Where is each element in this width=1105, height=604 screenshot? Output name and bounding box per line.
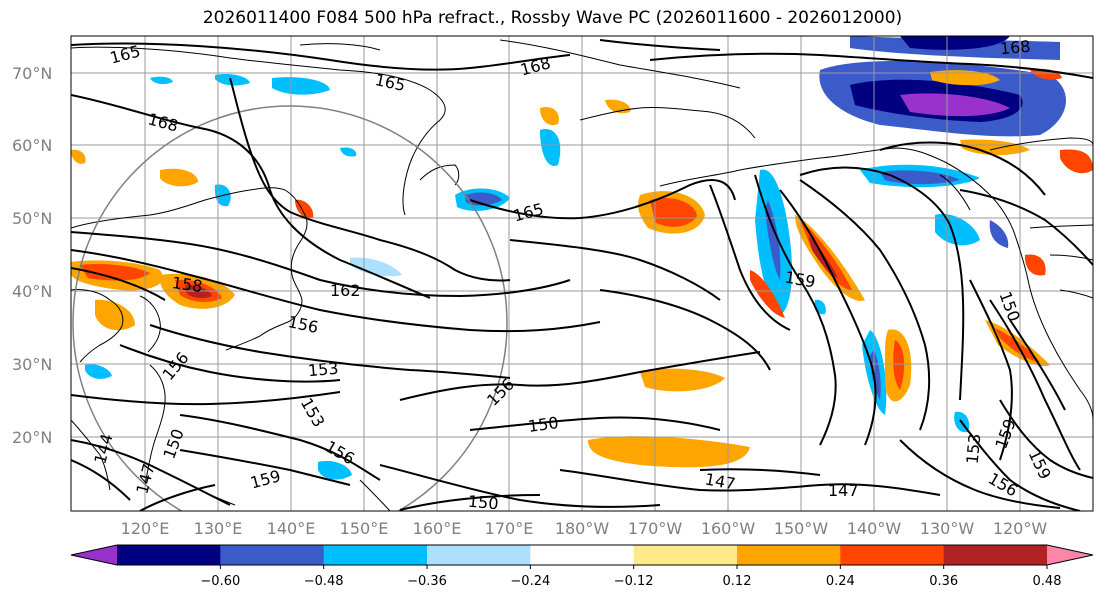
shade-negative-top-core	[900, 36, 1010, 50]
contour-lines	[71, 39, 1093, 511]
coastlines	[71, 39, 1093, 511]
colorbar-ticks: −0.60 −0.48 −0.36 −0.24 −0.12 0.12 0.24 0.36 0.4…	[200, 565, 1062, 589]
colorbar-segment	[117, 545, 221, 565]
colorbar-tick-label: −0.36	[407, 574, 447, 589]
lon-label: 170°E	[485, 519, 534, 538]
contour-label: 159	[1025, 447, 1055, 483]
shade-negative-2	[540, 129, 561, 166]
colorbar-tick-label: 0.12	[723, 574, 752, 589]
shade-positive-6	[71, 149, 86, 164]
lat-label: 20°N	[12, 428, 52, 447]
contour-label: 158	[171, 273, 204, 296]
shade-positive-sub	[588, 436, 750, 468]
contour-label: 168	[146, 109, 180, 135]
shade-positive-2	[540, 106, 559, 126]
colorbar-tick-label: −0.24	[510, 574, 550, 589]
contour-label: 147	[132, 462, 158, 496]
lon-label: 130°W	[920, 519, 975, 538]
lon-label: 170°W	[628, 519, 683, 538]
contour-label: 168	[518, 53, 552, 79]
shade-negative-1	[272, 77, 330, 95]
lon-label: 150°E	[340, 519, 389, 538]
colorbar-tick-label: 0.48	[1033, 574, 1062, 589]
contour-label: 165	[108, 41, 142, 67]
shade-positive-sub2	[640, 368, 725, 392]
shade-positive-korea	[95, 299, 135, 331]
map-frame	[70, 35, 1094, 512]
shade-negative-7	[215, 73, 250, 86]
colorbar-segment	[530, 545, 635, 565]
contour-label: 165	[373, 70, 407, 95]
lat-label: 50°N	[12, 209, 52, 228]
contour-label: 150	[467, 492, 499, 514]
shade-negative-6	[85, 364, 112, 379]
shade-negative-4	[350, 257, 402, 277]
colorbar-segment	[633, 545, 738, 565]
shade-negative-9	[150, 76, 173, 85]
shade-negative-ne-purple	[900, 93, 1010, 117]
contour-label: 162	[330, 281, 361, 300]
lon-label: 180°W	[555, 519, 610, 538]
shade-positive-mid-core	[650, 197, 697, 227]
contour-label: 156	[483, 375, 518, 410]
colorbar-tick-label: 0.36	[929, 574, 958, 589]
colorbar-segment	[840, 545, 945, 565]
shade-negative-south-core	[870, 350, 881, 400]
shade-negative-11	[340, 147, 357, 157]
map-panel: 165 168 165 168 168 165 158 162 156 156 …	[71, 36, 1093, 514]
lat-label: 30°N	[12, 355, 52, 374]
contour-label: 150	[527, 413, 560, 436]
lon-label: 140°E	[267, 519, 316, 538]
lon-label: 150°W	[774, 519, 829, 538]
colorbar-extend-low	[71, 545, 117, 565]
lon-label: 120°E	[121, 519, 170, 538]
shade-positive-ne2	[960, 139, 1030, 156]
contour-label: 165	[511, 199, 545, 225]
map-title: 2026011400 F084 500 hPa refract., Rossby…	[202, 8, 903, 28]
colorbar-outline	[70, 544, 1094, 566]
lat-label: 40°N	[12, 282, 52, 301]
lon-label: 160°E	[413, 519, 462, 538]
colorbar-tick-label: 0.24	[826, 574, 855, 589]
colorbar-segment	[427, 545, 531, 565]
contour-label: 159	[991, 416, 1019, 451]
shade-positive-4	[1024, 254, 1046, 276]
shade-positive-south-core	[893, 340, 905, 390]
shade-positive-1	[160, 168, 198, 187]
colorbar-segment	[943, 545, 1048, 565]
lon-label: 140°W	[847, 519, 902, 538]
shade-positive-west-trough	[750, 270, 785, 318]
contour-label: 153	[307, 359, 339, 381]
range-circle	[72, 105, 508, 511]
colorbar-tick-label: −0.12	[614, 574, 654, 589]
colorbar-segment	[737, 545, 841, 565]
contour-label: 153	[297, 395, 329, 431]
contour-label: 153	[963, 433, 985, 465]
contour-label: 147	[828, 481, 859, 500]
shade-negative-ne2	[935, 213, 980, 246]
colorbar-extend-high	[1047, 545, 1093, 565]
lon-label: 130°E	[194, 519, 243, 538]
shade-positive-asia-core	[80, 263, 150, 281]
lon-label: 160°W	[701, 519, 756, 538]
shade-negative-5	[318, 460, 352, 480]
shade-positive-ne3	[1060, 149, 1093, 174]
contour-label: 156	[158, 348, 192, 384]
colorbar-tick-label: −0.48	[304, 574, 344, 589]
contour-label: 168	[999, 37, 1031, 59]
colorbar-segments	[117, 545, 1048, 565]
latitude-labels: 70°N 60°N 50°N 40°N 30°N 20°N	[12, 64, 52, 447]
shade-negative-ne3	[989, 220, 1009, 248]
contour-label: 159	[248, 466, 282, 492]
colorbar: −0.60 −0.48 −0.36 −0.24 −0.12 0.12 0.24 0.36 0.4…	[70, 544, 1094, 589]
longitude-labels: 120°E 130°E 140°E 150°E 160°E 170°E 180°…	[121, 519, 1048, 538]
contour-label: 150	[159, 426, 187, 461]
colorbar-segment	[323, 545, 428, 565]
colorbar-tick-label: −0.60	[200, 574, 240, 589]
colorbar-segment	[220, 545, 325, 565]
lat-label: 70°N	[12, 64, 52, 83]
lon-label: 120°W	[993, 519, 1048, 538]
lat-label: 60°N	[12, 136, 52, 155]
